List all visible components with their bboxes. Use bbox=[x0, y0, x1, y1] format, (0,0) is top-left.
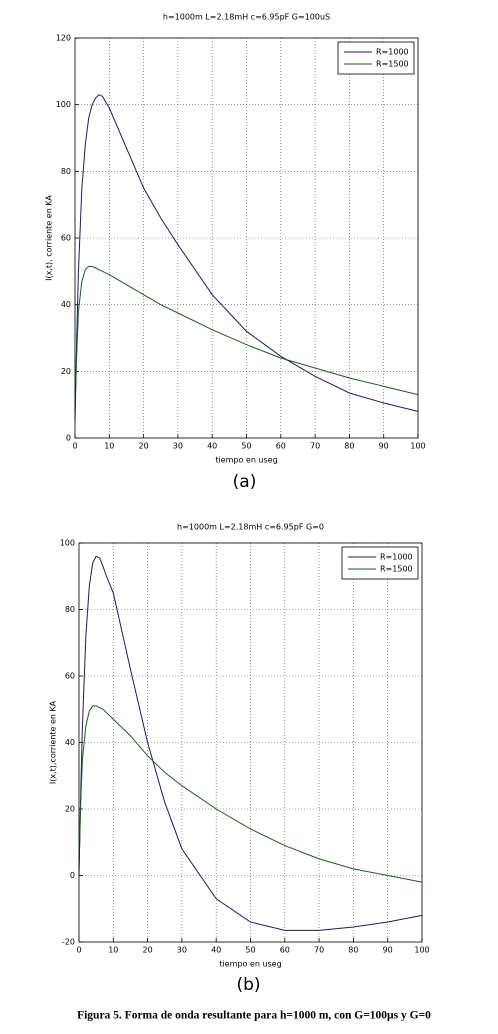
legend-label: R=1500 bbox=[376, 60, 409, 69]
y-tick-label: 60 bbox=[65, 672, 75, 681]
y-tick-label: 100 bbox=[56, 100, 71, 109]
legend-box bbox=[341, 546, 419, 580]
x-tick-label: 70 bbox=[310, 442, 320, 451]
y-tick-label: 60 bbox=[61, 234, 71, 243]
y-axis-label: I(x,t),corriente en KA bbox=[49, 700, 58, 784]
y-tick-label: 20 bbox=[65, 805, 75, 814]
panel-label: (b) bbox=[236, 975, 260, 995]
x-tick-label: 40 bbox=[207, 442, 217, 451]
x-tick-label: 70 bbox=[314, 946, 324, 955]
x-tick-label: 0 bbox=[72, 442, 77, 451]
y-axis-label: I(x,t), corriente en KA bbox=[45, 195, 54, 281]
x-tick-label: 30 bbox=[177, 946, 187, 955]
x-tick-label: 90 bbox=[379, 442, 389, 451]
x-tick-label: 80 bbox=[348, 946, 358, 955]
legend-label: R=1500 bbox=[380, 565, 413, 574]
y-tick-label: 80 bbox=[61, 167, 71, 176]
legend-box bbox=[337, 41, 415, 75]
data-line bbox=[74, 265, 419, 412]
x-tick-label: 0 bbox=[76, 946, 81, 955]
chart-title: h=1000m L=2.18mH c=6.95pF G=100uS bbox=[163, 13, 330, 22]
y-tick-label: 100 bbox=[60, 539, 75, 548]
y-tick-label: 20 bbox=[61, 367, 71, 376]
y-tick-label: 40 bbox=[65, 738, 75, 747]
panel-label: (a) bbox=[233, 472, 257, 492]
x-tick-label: 20 bbox=[139, 442, 149, 451]
data-line bbox=[78, 555, 423, 931]
x-axis-label: tiempo en useg bbox=[219, 960, 281, 969]
chart-title: h=1000m L=2.18mH c=6.95pF G=0 bbox=[177, 523, 324, 532]
x-tick-label: 100 bbox=[414, 946, 429, 955]
x-tick-label: 50 bbox=[245, 946, 255, 955]
x-tick-label: 100 bbox=[410, 442, 425, 451]
x-tick-label: 30 bbox=[173, 442, 183, 451]
y-tick-label: 0 bbox=[66, 434, 71, 443]
y-tick-label: -20 bbox=[62, 938, 75, 947]
x-tick-label: 60 bbox=[280, 946, 290, 955]
y-tick-label: 120 bbox=[56, 34, 71, 43]
x-tick-label: 40 bbox=[211, 946, 221, 955]
x-tick-label: 10 bbox=[108, 946, 118, 955]
y-tick-label: 80 bbox=[65, 605, 75, 614]
x-tick-label: 60 bbox=[276, 442, 286, 451]
legend-label: R=1000 bbox=[376, 48, 409, 57]
x-tick-label: 90 bbox=[383, 946, 393, 955]
x-tick-label: 10 bbox=[104, 442, 114, 451]
x-tick-label: 50 bbox=[241, 442, 251, 451]
data-line bbox=[78, 705, 423, 883]
data-line bbox=[74, 94, 419, 422]
axes-frame bbox=[74, 37, 419, 439]
x-tick-label: 20 bbox=[143, 946, 153, 955]
y-tick-label: 40 bbox=[61, 300, 71, 309]
x-tick-label: 80 bbox=[344, 442, 354, 451]
y-tick-label: 0 bbox=[70, 871, 75, 880]
figure-caption: Figura 5. Forma de onda resultante para … bbox=[77, 1010, 431, 1022]
legend-label: R=1000 bbox=[380, 553, 413, 562]
x-axis-label: tiempo en useg bbox=[215, 456, 277, 465]
axes-frame bbox=[78, 542, 423, 943]
